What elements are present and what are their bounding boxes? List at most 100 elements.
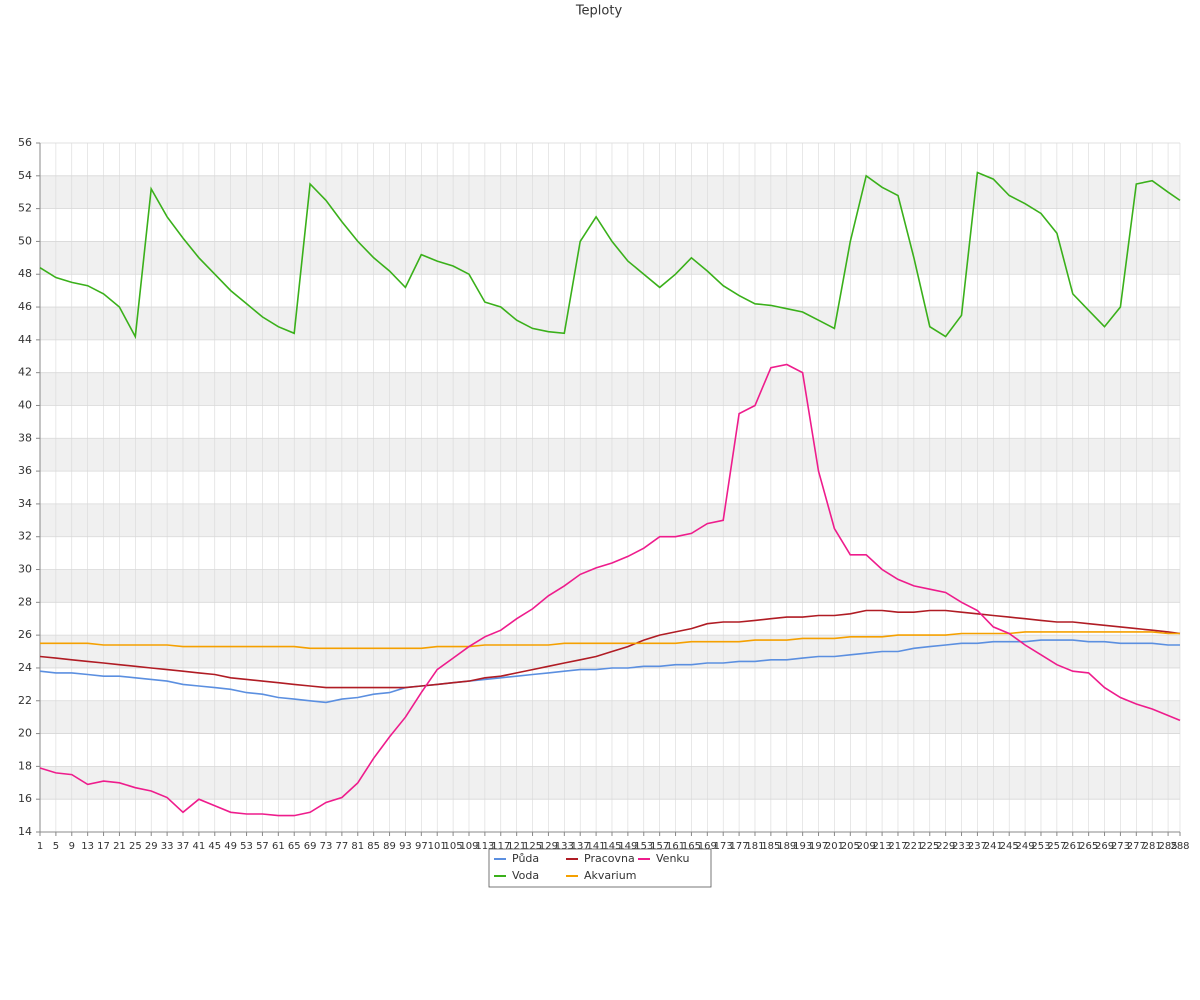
grid-band [40, 175, 1180, 209]
x-tick-label: 5 [53, 841, 59, 852]
x-tick-label: 33 [161, 841, 174, 852]
x-tick-label: 169 [698, 841, 717, 852]
x-tick-label: 9 [69, 841, 75, 852]
series-line [39, 609, 1181, 689]
y-tick-label: 18 [18, 759, 32, 772]
x-tick-label: 193 [793, 841, 812, 852]
x-tick-label: 125 [523, 841, 542, 852]
x-tick-label: 185 [761, 841, 780, 852]
x-tick-label: 225 [920, 841, 939, 852]
x-tick-label: 181 [745, 841, 764, 852]
y-tick-label: 22 [18, 694, 32, 707]
x-tick-label: 285 [1159, 841, 1178, 852]
legend-label: Pracovna [584, 852, 635, 865]
x-tick-label: 273 [1111, 841, 1130, 852]
x-tick-label: 149 [618, 841, 637, 852]
x-tick-label: 217 [888, 841, 907, 852]
grid-band [40, 241, 1180, 275]
x-tick-label: 145 [602, 841, 621, 852]
x-tick-label: 257 [1047, 841, 1066, 852]
x-tick-label: 249 [1016, 841, 1035, 852]
x-tick-label: 197 [809, 841, 828, 852]
grid-band [40, 700, 1180, 734]
x-tick-label: 157 [650, 841, 669, 852]
x-tick-label: 205 [841, 841, 860, 852]
x-tick-label: 61 [272, 841, 285, 852]
x-tick-label: 189 [777, 841, 796, 852]
legend-box [488, 848, 712, 888]
grid-band [40, 438, 1180, 472]
x-tick-label: 53 [240, 841, 253, 852]
y-tick-label: 46 [18, 300, 32, 313]
x-tick-label: 288 [1170, 841, 1189, 852]
y-tick-label: 32 [18, 530, 32, 543]
grid-band [40, 372, 1180, 406]
x-tick-label: 265 [1079, 841, 1098, 852]
x-tick-label: 221 [904, 841, 923, 852]
x-tick-label: 101 [428, 841, 447, 852]
x-tick-label: 37 [177, 841, 190, 852]
x-tick-label: 105 [444, 841, 463, 852]
x-tick-label: 277 [1127, 841, 1146, 852]
x-tick-label: 233 [952, 841, 971, 852]
x-tick-label: 29 [145, 841, 158, 852]
x-tick-label: 165 [682, 841, 701, 852]
x-tick-label: 13 [81, 841, 94, 852]
x-tick-label: 229 [936, 841, 955, 852]
x-tick-label: 49 [224, 841, 237, 852]
y-tick-label: 16 [18, 792, 32, 805]
y-tick-label: 44 [18, 333, 32, 346]
series-line [40, 631, 1180, 650]
x-tick-label: 89 [383, 841, 396, 852]
x-tick-label: 153 [634, 841, 653, 852]
x-tick-label: 41 [193, 841, 206, 852]
y-tick-label: 36 [18, 464, 32, 477]
x-tick-label: 25 [129, 841, 142, 852]
x-tick-label: 117 [491, 841, 510, 852]
x-tick-label: 121 [507, 841, 526, 852]
y-tick-label: 28 [18, 595, 32, 608]
y-tick-label: 54 [18, 169, 32, 182]
y-tick-label: 34 [18, 497, 32, 510]
y-tick-label: 40 [18, 398, 32, 411]
x-tick-label: 237 [968, 841, 987, 852]
x-tick-label: 45 [208, 841, 221, 852]
y-tick-label: 48 [18, 267, 32, 280]
x-tick-label: 133 [555, 841, 574, 852]
x-tick-label: 213 [873, 841, 892, 852]
x-tick-label: 201 [825, 841, 844, 852]
legend-label: Půda [512, 852, 539, 865]
x-tick-label: 269 [1095, 841, 1114, 852]
x-tick-label: 93 [399, 841, 412, 852]
x-tick-label: 73 [320, 841, 333, 852]
legend-label: Akvarium [584, 869, 636, 882]
x-tick-label: 21 [113, 841, 126, 852]
grid-band [40, 307, 1180, 340]
x-tick-label: 129 [539, 841, 558, 852]
y-tick-label: 24 [18, 661, 32, 674]
x-tick-label: 1 [37, 841, 43, 852]
legend-label: Voda [512, 869, 539, 882]
x-tick-label: 17 [97, 841, 110, 852]
series-line [39, 171, 1181, 340]
x-tick-label: 173 [714, 841, 733, 852]
grid-band [40, 503, 1180, 537]
x-tick-label: 69 [304, 841, 317, 852]
y-tick-label: 38 [18, 431, 32, 444]
y-tick-label: 50 [18, 234, 32, 247]
legend-label: Venku [656, 852, 689, 865]
x-tick-label: 57 [256, 841, 269, 852]
y-tick-label: 26 [18, 628, 32, 641]
x-tick-label: 81 [351, 841, 364, 852]
y-tick-label: 56 [18, 136, 32, 149]
x-tick-label: 85 [367, 841, 380, 852]
series-line [39, 639, 1180, 704]
x-tick-label: 261 [1063, 841, 1082, 852]
x-tick-label: 281 [1143, 841, 1162, 852]
x-tick-label: 141 [587, 841, 606, 852]
x-tick-label: 97 [415, 841, 428, 852]
grid-band [40, 766, 1180, 800]
x-tick-label: 241 [984, 841, 1003, 852]
y-tick-label: 52 [18, 202, 32, 215]
